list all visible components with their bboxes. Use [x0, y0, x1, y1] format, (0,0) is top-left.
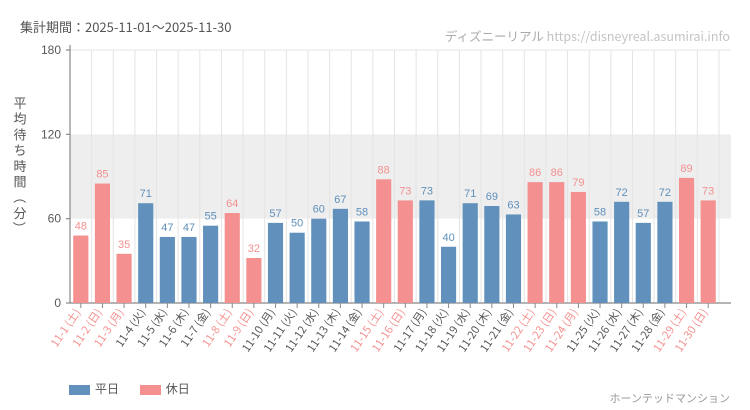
svg-text:50: 50	[291, 218, 303, 230]
svg-text:55: 55	[204, 211, 216, 223]
svg-text:60: 60	[48, 212, 62, 226]
svg-text:86: 86	[551, 167, 563, 179]
svg-text:71: 71	[140, 188, 152, 200]
svg-text:60: 60	[313, 204, 325, 216]
svg-text:（: （	[11, 190, 30, 203]
svg-text:47: 47	[183, 222, 195, 234]
svg-text:72: 72	[616, 187, 628, 199]
svg-text:58: 58	[356, 206, 368, 218]
svg-text:72: 72	[659, 187, 671, 199]
svg-text:48: 48	[75, 221, 87, 233]
svg-text:85: 85	[96, 169, 108, 181]
svg-text:32: 32	[248, 243, 260, 255]
svg-text:35: 35	[118, 239, 130, 251]
svg-text:69: 69	[486, 191, 498, 203]
svg-text:分: 分	[13, 203, 26, 222]
svg-text:73: 73	[421, 185, 433, 197]
svg-text:47: 47	[161, 222, 173, 234]
svg-text:73: 73	[399, 185, 411, 197]
svg-text:）: ）	[10, 221, 29, 234]
svg-text:86: 86	[529, 167, 541, 179]
svg-text:57: 57	[269, 208, 281, 220]
svg-text:0: 0	[54, 296, 61, 310]
svg-text:73: 73	[702, 185, 714, 197]
svg-text:58: 58	[594, 206, 606, 218]
svg-text:40: 40	[442, 232, 454, 244]
svg-text:64: 64	[226, 198, 238, 210]
svg-text:79: 79	[572, 177, 584, 189]
svg-text:180: 180	[41, 43, 61, 57]
svg-text:71: 71	[464, 188, 476, 200]
svg-text:間: 間	[13, 172, 26, 191]
svg-text:63: 63	[507, 199, 519, 211]
svg-text:89: 89	[680, 163, 692, 175]
svg-text:120: 120	[41, 127, 61, 141]
svg-text:88: 88	[378, 164, 390, 176]
svg-text:57: 57	[637, 208, 649, 220]
svg-text:67: 67	[334, 194, 346, 206]
